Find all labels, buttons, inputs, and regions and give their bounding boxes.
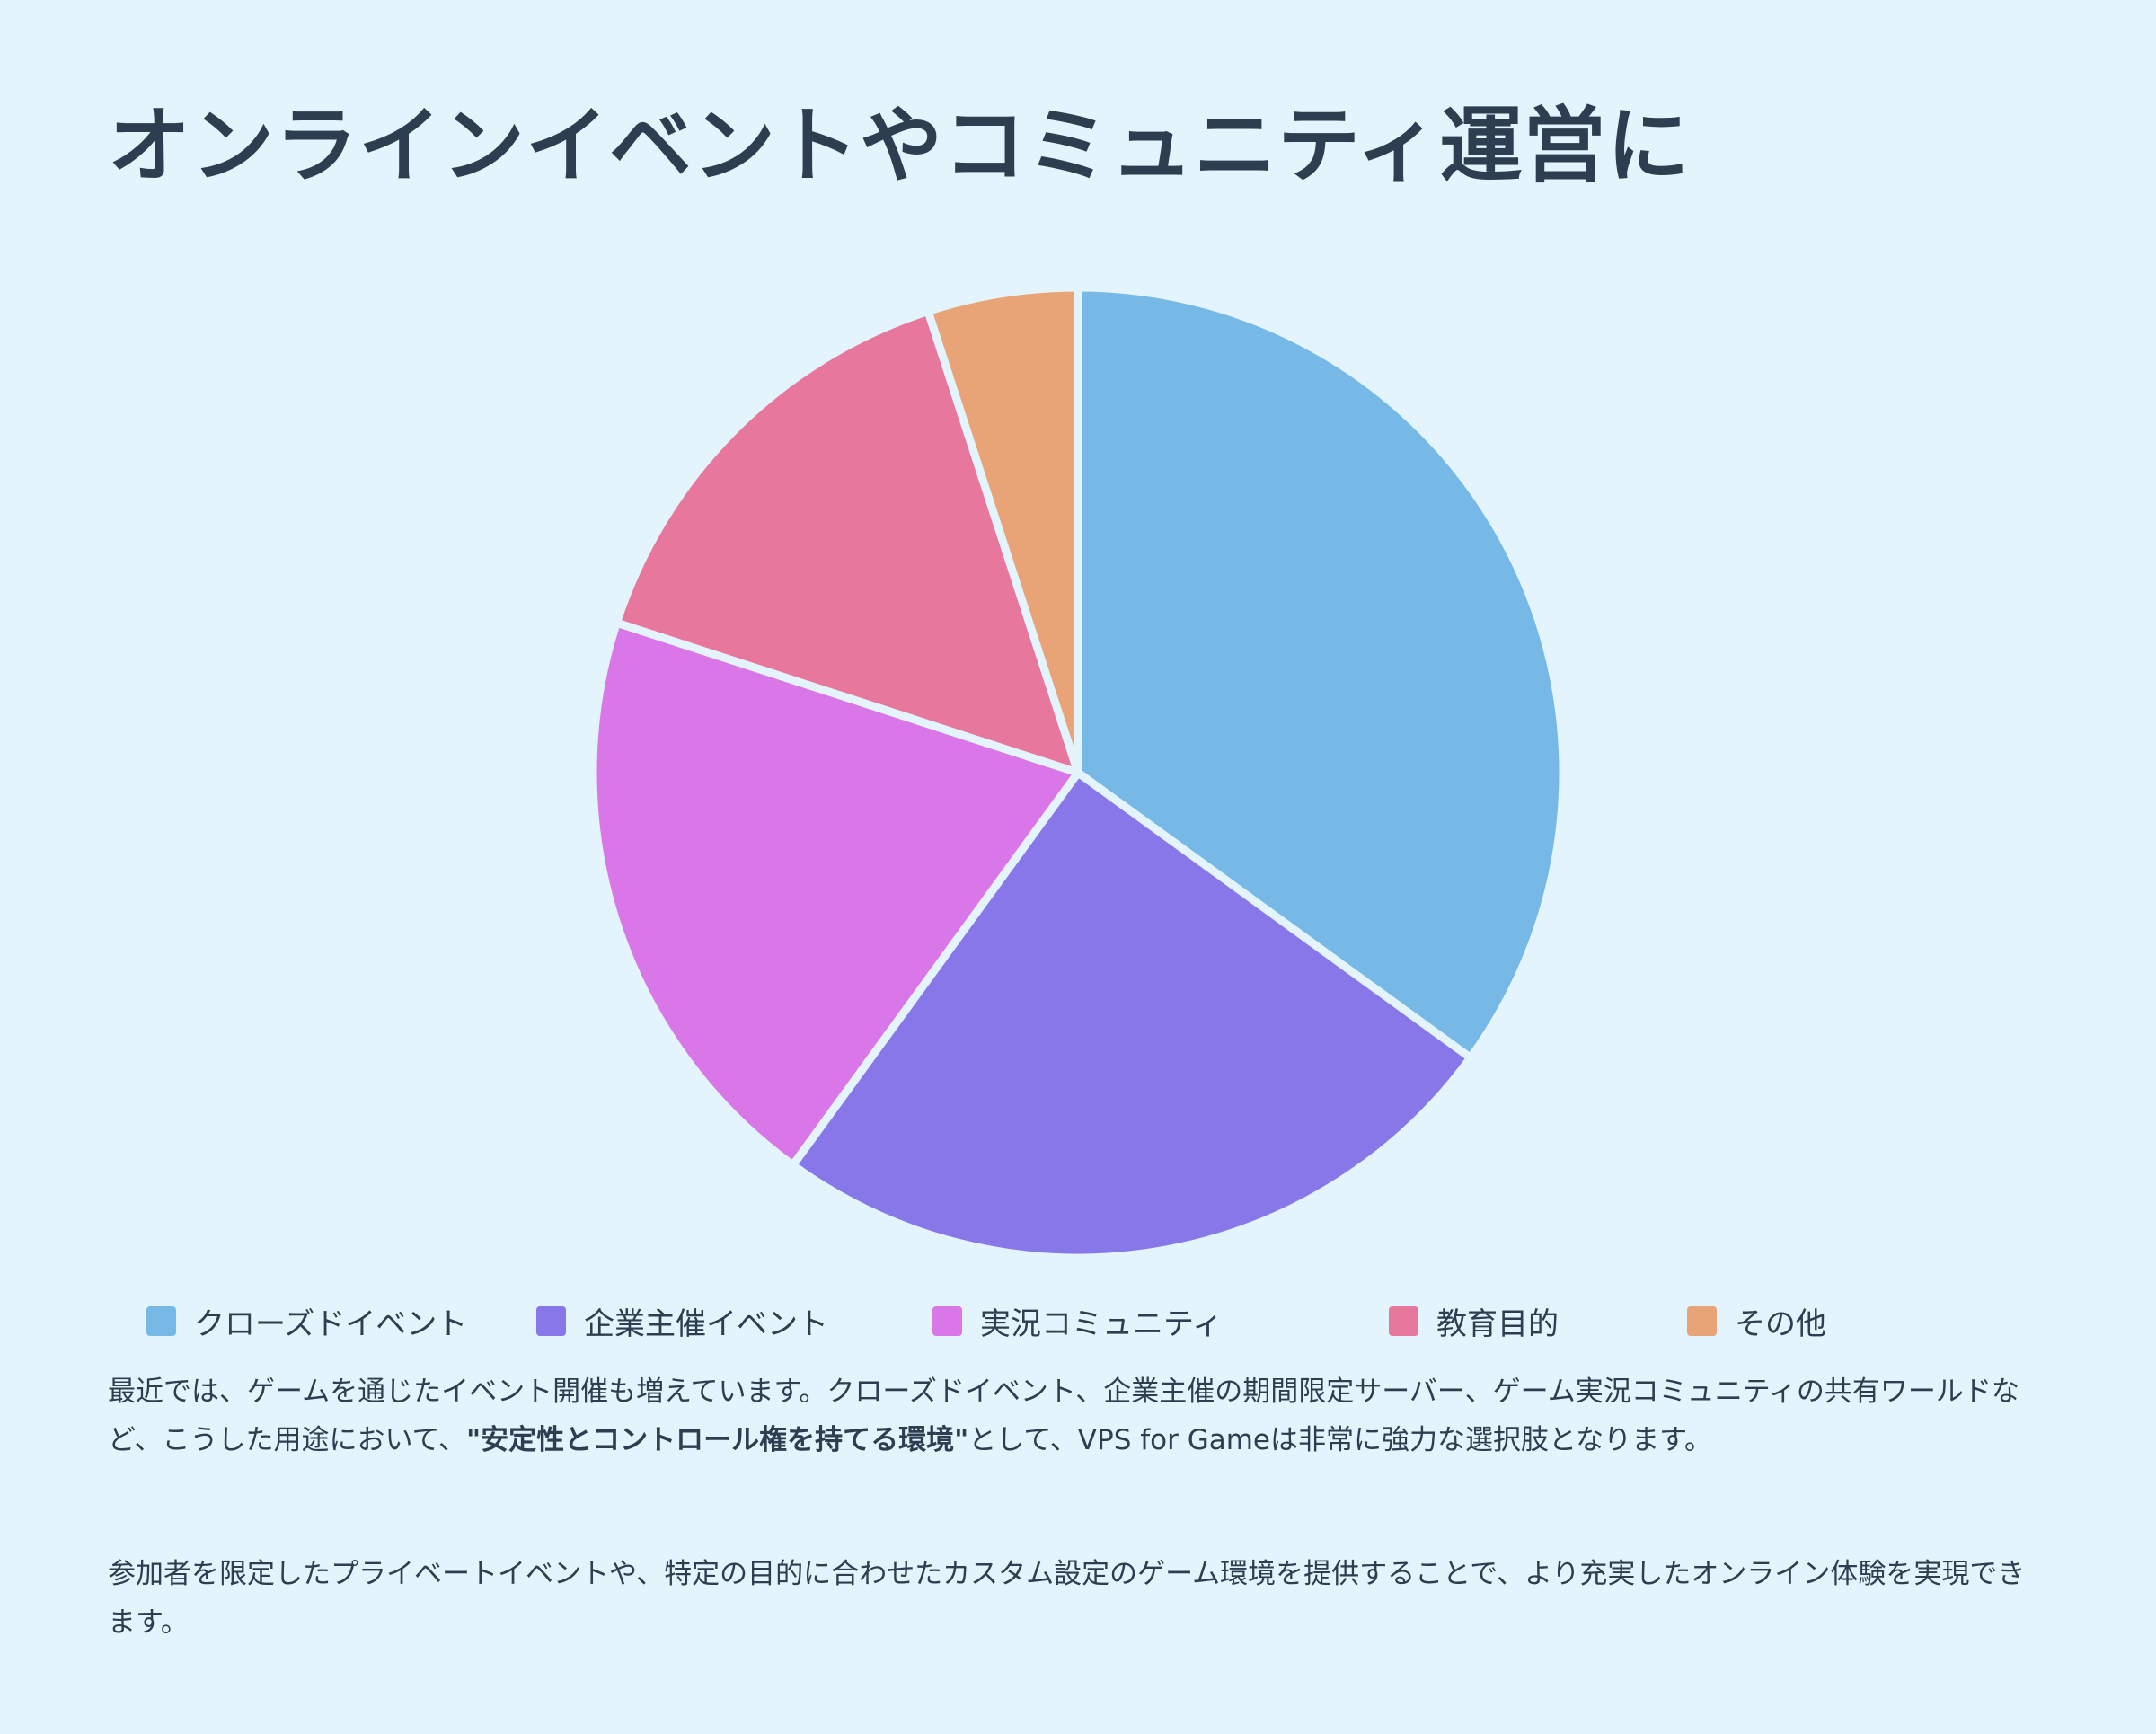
chart-legend: クローズドイベント 企業主催イベント 実況コミュニティ 教育目的 その他 (0, 1298, 2156, 1343)
legend-swatch (1389, 1305, 1418, 1336)
legend-item-corporate-event[interactable]: 企業主催イベント (536, 1298, 828, 1343)
description-paragraph-1: 最近では、ゲームを通じたイベント開催も増えています。クローズドイベント、企業主催… (108, 1367, 2048, 1464)
legend-item-closed-event[interactable]: クローズドイベント (146, 1298, 467, 1343)
pie-slice-4[interactable] (923, 283, 1082, 777)
legend-swatch (932, 1305, 962, 1336)
legend-label: 教育目的 (1436, 1305, 1559, 1342)
legend-label: 企業主催イベント (584, 1305, 828, 1342)
paragraph-text: 最近では、ゲームを通じたイベント開催も増えています。クローズドイベント、企業主催… (108, 1376, 2019, 1456)
legend-swatch (536, 1305, 566, 1336)
legend-item-education[interactable]: 教育目的 (1389, 1298, 1559, 1343)
legend-swatch (146, 1305, 176, 1336)
legend-label: クローズドイベント (194, 1305, 468, 1342)
legend-label: 実況コミュニティ (980, 1305, 1223, 1342)
legend-item-other[interactable]: その他 (1687, 1298, 1826, 1343)
description-paragraph-2: 参加者を限定したプライベートイベントや、特定の目的に合わせたカスタム設定のゲーム… (108, 1558, 2026, 1639)
pie-slice-1[interactable] (789, 768, 1475, 1262)
paragraph-text: として、VPS for Gameは非常に強力な選択肢となります。 (968, 1424, 1712, 1456)
emphasis-text: "安定性とコントロール権を持てる環境" (465, 1424, 969, 1456)
page-title: オンラインイベントやコミュニティ運営に (108, 98, 1691, 194)
legend-item-streaming-community[interactable]: 実況コミュニティ (932, 1298, 1223, 1343)
pie-slice-2[interactable] (588, 618, 1082, 1170)
pie-slice-0[interactable] (1074, 283, 1568, 1062)
legend-swatch (1687, 1305, 1717, 1336)
legend-label: その他 (1735, 1305, 1826, 1342)
